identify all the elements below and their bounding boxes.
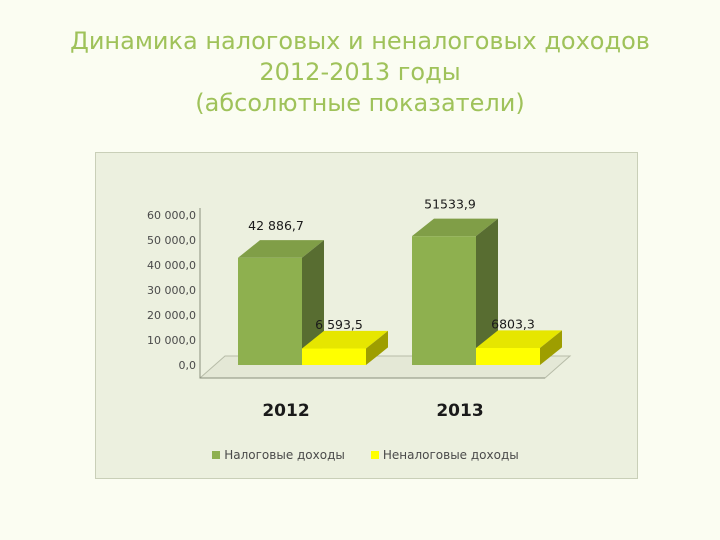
bar-front: [412, 236, 476, 365]
bar-top: [302, 330, 388, 349]
slide-title: Динамика налоговых и неналоговых доходов…: [0, 26, 720, 119]
x-category-label: 2012: [262, 401, 309, 421]
chart-area: [95, 152, 638, 479]
legend-item-tax: Налоговые доходы: [212, 448, 345, 462]
bar-nontax-2012: [302, 330, 388, 365]
data-label: 51533,9: [424, 197, 476, 212]
bar-front: [238, 257, 302, 365]
bar-top: [476, 330, 562, 348]
bar-tax-2012: [238, 240, 324, 365]
title-line-1: Динамика налоговых и неналоговых доходов: [70, 27, 650, 55]
y-tick-label: 0,0: [179, 359, 197, 372]
y-tick-label: 60 000,0: [147, 209, 196, 222]
y-tick-label: 30 000,0: [147, 284, 196, 297]
y-tick-label: 40 000,0: [147, 259, 196, 272]
legend-label-nontax: Неналоговые доходы: [382, 448, 519, 462]
data-label: 42 886,7: [248, 218, 304, 233]
legend-item-nontax: Неналоговые доходы: [370, 448, 519, 462]
bar-front: [476, 347, 540, 365]
bar-side: [366, 330, 388, 365]
data-label: 6803,3: [491, 316, 535, 331]
y-tick-label: 50 000,0: [147, 234, 196, 247]
bar-tax-2013: [412, 218, 498, 365]
bar-side: [302, 240, 324, 365]
y-tick-label: 20 000,0: [147, 309, 196, 322]
legend-swatch-tax: [212, 451, 221, 459]
bar-nontax-2013: [476, 330, 562, 365]
chart-legend: Налоговые доходы Неналоговые доходы: [95, 448, 636, 462]
bar-side: [476, 218, 498, 365]
title-line-3: (абсолютные показатели): [195, 89, 525, 117]
bar-front: [302, 348, 366, 365]
bar-top: [238, 240, 324, 258]
bar-side: [540, 330, 562, 365]
bar-top: [412, 218, 498, 237]
title-line-2: 2012-2013 годы: [259, 58, 461, 86]
y-tick-label: 10 000,0: [147, 334, 196, 347]
data-label: 6 593,5: [315, 317, 363, 332]
legend-swatch-nontax: [370, 451, 379, 459]
legend-label-tax: Налоговые доходы: [224, 448, 345, 462]
x-category-label: 2013: [436, 401, 483, 421]
